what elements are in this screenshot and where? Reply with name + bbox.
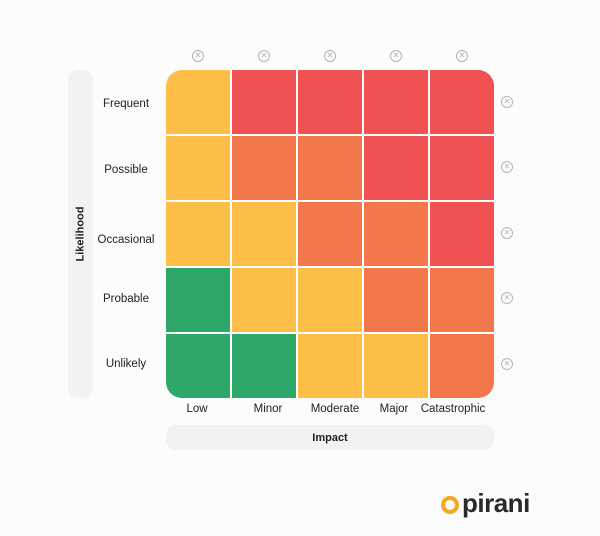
matrix-cell-unlikely-catastrophic[interactable] <box>430 334 494 398</box>
y-axis-bar: Likelihood <box>68 70 93 398</box>
matrix-cell-possible-moderate[interactable] <box>298 136 362 200</box>
matrix-cell-unlikely-moderate[interactable] <box>298 334 362 398</box>
row-label-probable: Probable <box>102 293 150 305</box>
matrix-cell-unlikely-major[interactable] <box>364 334 428 398</box>
matrix-cell-occasional-major[interactable] <box>364 202 428 266</box>
x-axis-label: Impact <box>312 431 348 444</box>
risk-matrix-grid <box>166 70 494 398</box>
matrix-cell-frequent-catastrophic[interactable] <box>430 70 494 134</box>
matrix-cell-probable-minor[interactable] <box>232 268 296 332</box>
row-label-occasional: Occasional <box>97 234 155 246</box>
remove-row-occasional-icon[interactable]: ✕ <box>501 227 513 239</box>
matrix-cell-possible-major[interactable] <box>364 136 428 200</box>
matrix-cell-probable-major[interactable] <box>364 268 428 332</box>
matrix-cell-possible-catastrophic[interactable] <box>430 136 494 200</box>
matrix-cell-frequent-moderate[interactable] <box>298 70 362 134</box>
matrix-cell-unlikely-low[interactable] <box>166 334 230 398</box>
matrix-cell-frequent-low[interactable] <box>166 70 230 134</box>
remove-row-unlikely-icon[interactable]: ✕ <box>501 358 513 370</box>
remove-column-minor-icon[interactable]: ✕ <box>258 50 270 62</box>
remove-column-moderate-icon[interactable]: ✕ <box>324 50 336 62</box>
y-axis-label: Likelihood <box>74 206 87 262</box>
remove-column-major-icon[interactable]: ✕ <box>390 50 402 62</box>
x-axis-bar: Impact <box>166 425 494 450</box>
remove-column-catastrophic-icon[interactable]: ✕ <box>456 50 468 62</box>
column-label-minor: Minor <box>253 403 283 415</box>
remove-row-frequent-icon[interactable]: ✕ <box>501 96 513 108</box>
matrix-cell-possible-minor[interactable] <box>232 136 296 200</box>
matrix-cell-probable-moderate[interactable] <box>298 268 362 332</box>
matrix-cell-possible-low[interactable] <box>166 136 230 200</box>
row-label-frequent: Frequent <box>102 98 150 110</box>
column-label-moderate: Moderate <box>310 403 360 415</box>
logo-text: pirani <box>462 487 530 518</box>
matrix-cell-probable-catastrophic[interactable] <box>430 268 494 332</box>
logo-circle-icon <box>441 496 459 514</box>
matrix-cell-occasional-low[interactable] <box>166 202 230 266</box>
remove-column-low-icon[interactable]: ✕ <box>192 50 204 62</box>
matrix-cell-frequent-minor[interactable] <box>232 70 296 134</box>
remove-row-possible-icon[interactable]: ✕ <box>501 161 513 173</box>
matrix-cell-occasional-catastrophic[interactable] <box>430 202 494 266</box>
column-label-major: Major <box>379 403 409 415</box>
pirani-logo: pirani <box>441 486 530 520</box>
remove-row-probable-icon[interactable]: ✕ <box>501 292 513 304</box>
matrix-cell-unlikely-minor[interactable] <box>232 334 296 398</box>
column-label-low: Low <box>186 403 208 415</box>
matrix-cell-occasional-moderate[interactable] <box>298 202 362 266</box>
row-label-possible: Possible <box>104 164 148 176</box>
matrix-cell-occasional-minor[interactable] <box>232 202 296 266</box>
row-label-unlikely: Unlikely <box>105 358 147 370</box>
matrix-cell-probable-low[interactable] <box>166 268 230 332</box>
matrix-cell-frequent-major[interactable] <box>364 70 428 134</box>
column-label-catastrophic: Catastrophic <box>420 403 486 415</box>
